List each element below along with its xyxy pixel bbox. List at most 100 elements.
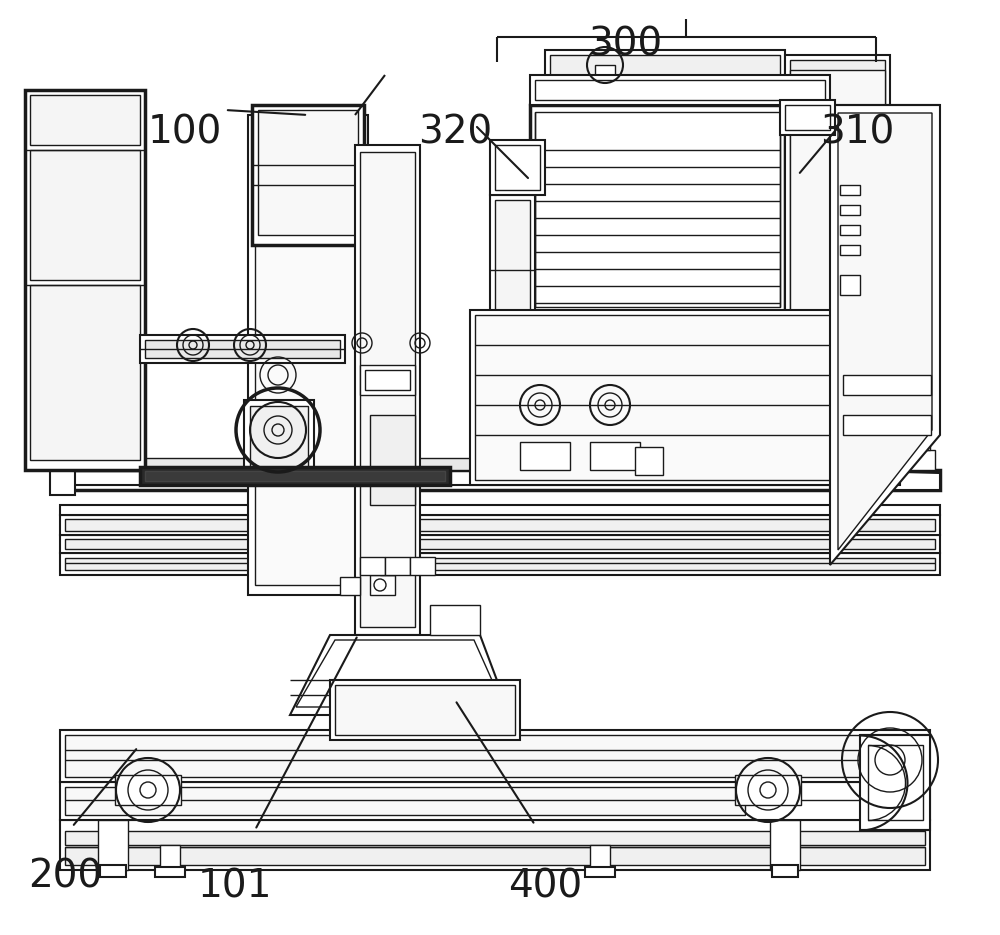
Bar — [385, 557, 410, 575]
Text: 320: 320 — [418, 114, 492, 151]
Bar — [244, 400, 314, 475]
Bar — [65, 735, 925, 777]
Polygon shape — [830, 105, 940, 565]
Bar — [115, 775, 181, 805]
Bar — [60, 505, 940, 515]
Bar — [495, 200, 530, 315]
Bar — [30, 285, 140, 460]
Bar — [843, 375, 931, 395]
Polygon shape — [296, 640, 504, 707]
Bar — [520, 442, 570, 470]
Bar — [145, 340, 340, 358]
Bar — [252, 105, 364, 245]
Bar — [840, 450, 935, 470]
Bar — [360, 152, 415, 627]
Text: 400: 400 — [508, 868, 582, 905]
Bar — [140, 467, 450, 485]
Bar — [545, 50, 785, 105]
Bar — [868, 745, 923, 820]
Bar — [735, 775, 801, 805]
Bar — [770, 820, 800, 870]
Bar — [790, 70, 885, 320]
Bar — [635, 447, 663, 475]
Text: 101: 101 — [198, 868, 272, 905]
Bar — [785, 105, 830, 130]
Polygon shape — [830, 470, 940, 490]
Polygon shape — [290, 635, 510, 715]
Bar — [410, 557, 435, 575]
Bar — [140, 335, 345, 363]
Bar — [65, 847, 925, 865]
Bar — [845, 435, 930, 450]
Bar — [380, 565, 395, 575]
Bar — [65, 831, 925, 845]
Text: 100: 100 — [148, 114, 222, 151]
Bar — [65, 519, 935, 531]
Bar — [65, 539, 935, 549]
Bar — [590, 845, 610, 870]
Bar — [160, 845, 180, 870]
Bar — [335, 685, 515, 735]
Bar — [355, 145, 420, 635]
Bar — [595, 65, 615, 95]
Bar — [860, 735, 930, 830]
Bar — [772, 865, 798, 877]
Bar — [100, 865, 126, 877]
Bar — [845, 423, 930, 435]
Bar — [780, 100, 835, 135]
Bar — [255, 120, 361, 585]
Bar — [340, 577, 360, 595]
Bar — [550, 55, 780, 100]
Bar — [60, 730, 930, 782]
Bar — [360, 557, 385, 575]
Bar — [25, 90, 145, 470]
Bar — [145, 471, 445, 481]
Bar — [258, 110, 358, 235]
Bar — [60, 820, 930, 870]
Bar — [60, 553, 940, 575]
Bar — [60, 515, 940, 535]
Bar — [65, 558, 935, 570]
Bar — [840, 275, 860, 295]
Bar — [430, 605, 480, 635]
Bar — [365, 370, 410, 390]
Text: 300: 300 — [588, 26, 662, 64]
Bar — [370, 575, 395, 595]
Bar — [530, 75, 830, 105]
Bar — [470, 310, 900, 485]
Bar — [490, 195, 535, 320]
Bar — [490, 140, 545, 195]
Bar — [535, 80, 825, 100]
Bar — [60, 535, 940, 553]
Bar — [60, 458, 860, 470]
Bar — [60, 782, 930, 820]
Bar — [843, 415, 931, 435]
Text: 200: 200 — [28, 857, 102, 895]
Bar — [98, 820, 128, 870]
Text: 310: 310 — [820, 114, 894, 151]
Bar — [30, 150, 140, 280]
Bar — [530, 105, 785, 315]
Bar — [840, 205, 860, 215]
Bar — [65, 787, 745, 815]
Bar — [535, 112, 780, 307]
Bar — [50, 465, 75, 495]
Bar — [330, 680, 520, 740]
Bar — [590, 442, 640, 470]
Bar — [475, 315, 895, 480]
Bar — [155, 867, 185, 877]
Bar — [785, 55, 890, 335]
Bar — [790, 60, 885, 330]
Bar — [60, 470, 940, 490]
Polygon shape — [838, 113, 932, 550]
Bar — [585, 867, 615, 877]
Bar — [250, 406, 308, 469]
Bar — [495, 145, 540, 190]
Bar — [370, 415, 415, 505]
Bar — [360, 365, 415, 395]
Bar — [840, 225, 860, 235]
Bar — [840, 185, 860, 195]
Bar — [30, 95, 140, 145]
Bar — [840, 245, 860, 255]
Bar — [248, 115, 368, 595]
